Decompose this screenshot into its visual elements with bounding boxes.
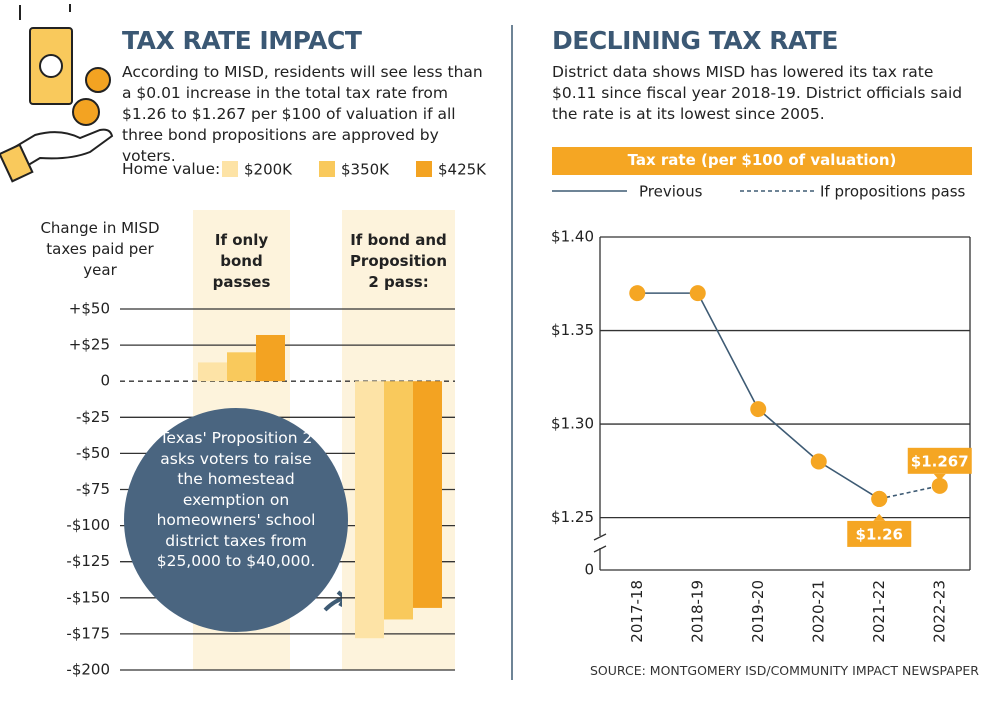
legend-swatch	[222, 161, 238, 177]
x-tick-label: 2022-23	[930, 580, 948, 643]
y-tick-label: -$75	[76, 480, 110, 498]
point	[689, 285, 706, 302]
chart-title: DECLINING TAX RATE	[552, 26, 839, 55]
bar	[256, 334, 285, 382]
y-tick-label: +$25	[69, 336, 110, 354]
y-tick-label: -$175	[66, 624, 110, 642]
bar	[413, 381, 442, 608]
point	[810, 453, 827, 470]
x-tick-label: 2017-18	[628, 580, 646, 643]
y-tick-label: -$150	[66, 588, 110, 606]
y-tick-label: $1.35	[551, 321, 594, 339]
point	[750, 401, 767, 418]
subtitle: According to MISD, residents will see le…	[122, 63, 483, 165]
chart-title: TAX RATE IMPACT	[122, 26, 362, 55]
axis-break	[593, 533, 607, 553]
y-tick-label: -$50	[76, 444, 110, 462]
point	[629, 285, 646, 302]
series-line	[637, 292, 880, 500]
y-break-label: 0	[584, 561, 594, 579]
category-label: If only bond passes	[212, 231, 271, 291]
label-box	[847, 520, 912, 547]
y-tick-label: 0	[100, 372, 110, 390]
money-icon	[0, 4, 114, 183]
legend-title: Home value:	[122, 160, 221, 178]
bar	[227, 352, 256, 382]
y-tick-label: -$125	[66, 552, 110, 570]
legend-label: $425K	[438, 161, 487, 179]
x-tick-label: 2019-20	[749, 580, 767, 643]
legend-label: $350K	[341, 161, 390, 179]
y-tick-label: +$50	[69, 300, 110, 318]
label-box	[907, 447, 972, 474]
point	[871, 490, 888, 507]
legend-label: $200K	[244, 161, 293, 179]
x-tick-label: 2021-22	[870, 580, 888, 643]
legend-label: If propositions pass	[820, 183, 966, 201]
y-tick-label: -$200	[66, 661, 110, 679]
category-label: If bond and Proposition 2 pass:	[349, 231, 448, 291]
x-tick-label: 2020-21	[809, 580, 827, 643]
annotation: Texas' Proposition 2 asks voters to rais…	[156, 429, 316, 570]
legend-swatch	[416, 161, 432, 177]
legend-swatch	[319, 161, 335, 177]
bar	[198, 362, 227, 382]
subtitle: District data shows MISD has lowered its…	[552, 63, 963, 123]
bar	[384, 381, 413, 620]
label-pointer	[933, 473, 946, 481]
y-tick-label: $1.25	[551, 508, 594, 526]
annotation-bubble	[124, 408, 348, 632]
bar	[355, 381, 384, 639]
x-tick-label: 2018-19	[688, 580, 706, 643]
y-axis-label: Tax rate (per $100 of valuation)	[627, 151, 897, 169]
y-tick-label: -$100	[66, 516, 110, 534]
point	[931, 477, 948, 494]
y-tick-label: $1.30	[551, 415, 594, 433]
series-line	[879, 485, 940, 500]
y-axis-label: Change in MISD taxes paid per year	[40, 219, 160, 279]
y-tick-label: -$25	[76, 408, 110, 426]
label-pointer	[873, 513, 886, 521]
source: SOURCE: MONTGOMERY ISD/COMMUNITY IMPACT …	[590, 663, 979, 678]
y-tick-label: $1.40	[551, 228, 594, 246]
data-label: $1.267	[911, 452, 969, 470]
header-bar	[552, 147, 972, 175]
legend-label: Previous	[639, 183, 703, 201]
data-label: $1.26	[856, 525, 903, 543]
